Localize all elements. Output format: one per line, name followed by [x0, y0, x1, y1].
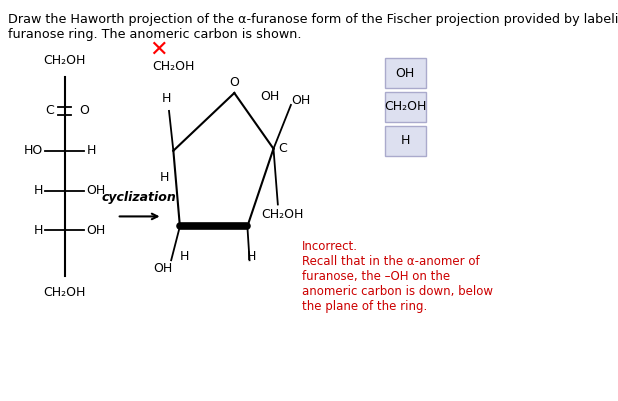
Text: C: C — [45, 104, 54, 117]
Text: C: C — [278, 142, 287, 155]
Text: OH: OH — [153, 262, 172, 275]
Text: CH₂OH: CH₂OH — [261, 209, 303, 221]
Text: Draw the Haworth projection of the α-furanose form of the Fischer projection pro: Draw the Haworth projection of the α-fur… — [8, 13, 618, 41]
Text: OH: OH — [396, 67, 415, 79]
FancyBboxPatch shape — [384, 92, 426, 122]
Text: ✕: ✕ — [149, 39, 167, 59]
FancyBboxPatch shape — [384, 126, 426, 156]
Text: OH: OH — [260, 91, 280, 103]
Text: CH₂OH: CH₂OH — [43, 54, 86, 67]
Text: HO: HO — [23, 144, 43, 157]
Text: H: H — [87, 144, 96, 157]
Text: H: H — [33, 184, 43, 197]
Text: O: O — [229, 76, 239, 89]
Text: H: H — [400, 134, 410, 147]
Text: OH: OH — [87, 184, 106, 197]
Text: OH: OH — [87, 224, 106, 237]
Text: CH₂OH: CH₂OH — [384, 100, 426, 113]
Text: H: H — [162, 92, 172, 105]
Text: Incorrect.
Recall that in the α-anomer of
furanose, the –OH on the
anomeric carb: Incorrect. Recall that in the α-anomer o… — [302, 240, 493, 313]
FancyBboxPatch shape — [384, 58, 426, 88]
Text: H: H — [247, 250, 256, 263]
Text: H: H — [180, 250, 189, 263]
Text: H: H — [160, 171, 169, 184]
Text: H: H — [33, 224, 43, 237]
Text: OH: OH — [291, 95, 310, 107]
Text: CH₂OH: CH₂OH — [152, 60, 195, 73]
Text: cyclization: cyclization — [102, 192, 177, 205]
Text: O: O — [79, 104, 89, 117]
Text: CH₂OH: CH₂OH — [43, 286, 86, 299]
